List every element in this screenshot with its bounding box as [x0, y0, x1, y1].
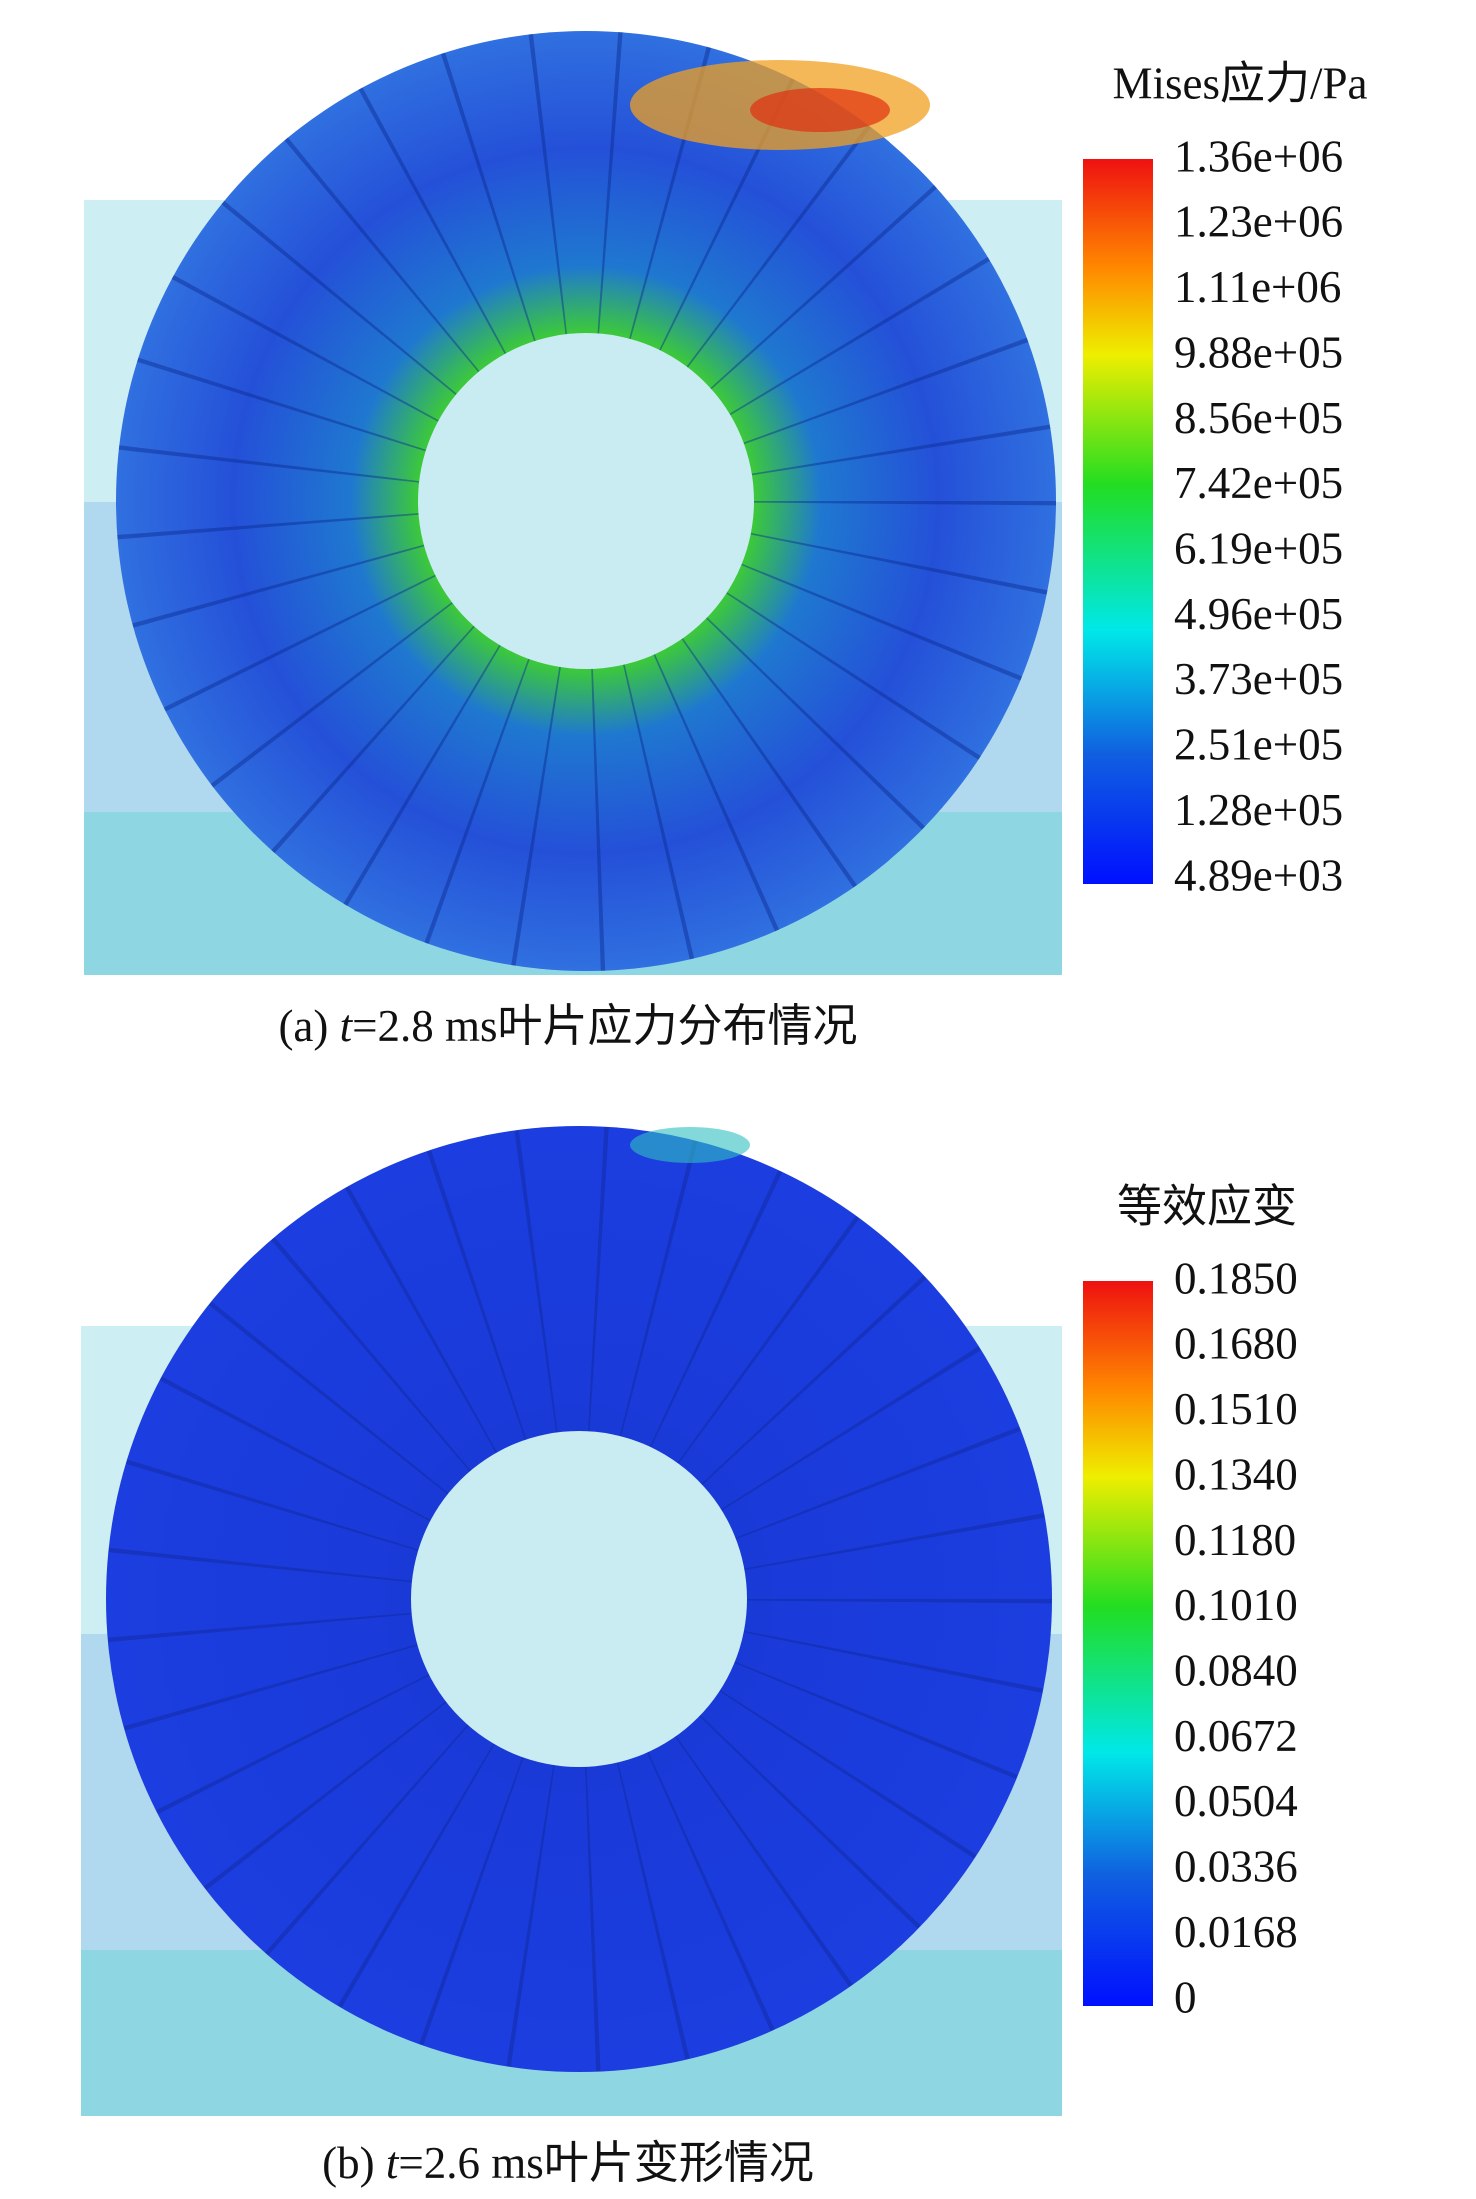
- caption-label: (b): [322, 2138, 386, 2188]
- colorbar-label: 7.42e+05: [1174, 458, 1343, 508]
- caption-italic: t: [340, 1001, 354, 1051]
- caption: (b) t=2.6 ms叶片变形情况: [322, 2138, 814, 2188]
- colorbar-label: 6.19e+05: [1174, 524, 1343, 574]
- colorbar-label: 8.56e+05: [1174, 393, 1343, 443]
- colorbar-label: 1.23e+06: [1174, 197, 1343, 247]
- colorbar-label: 4.96e+05: [1174, 589, 1343, 639]
- legend-title: 等效应变: [1117, 1181, 1297, 1231]
- colorbar-label: 0: [1174, 1972, 1197, 2022]
- hub-hole: [418, 333, 754, 669]
- colorbar-label: 0.0840: [1174, 1646, 1298, 1696]
- colorbar-label: 0.0168: [1174, 1907, 1298, 1957]
- colorbar-label: 0.0672: [1174, 1711, 1298, 1761]
- caption: (a) t=2.8 ms叶片应力分布情况: [278, 1001, 857, 1051]
- colorbar-label: 0.1340: [1174, 1449, 1298, 1499]
- colorbar-labels: 1.36e+06 1.23e+06 1.11e+06 9.88e+05 8.56e+05…: [1174, 131, 1343, 900]
- hot-spot: [750, 88, 890, 132]
- colorbar-label: 0.1680: [1174, 1319, 1298, 1369]
- colorbar-label: 1.36e+06: [1174, 131, 1343, 181]
- colorbar-label: 2.51e+05: [1174, 720, 1343, 770]
- hot-spot: [630, 1127, 750, 1163]
- colorbar-label: 3.73e+05: [1174, 654, 1343, 704]
- colorbar-label: 1.11e+06: [1174, 262, 1341, 312]
- colorbar: [1083, 159, 1153, 884]
- hub-hole: [411, 1431, 747, 1767]
- colorbar-label: 0.0504: [1174, 1776, 1298, 1826]
- colorbar-label: 4.89e+03: [1174, 850, 1343, 900]
- colorbar-label: 0.0336: [1174, 1842, 1298, 1892]
- colorbar-label: 1.28e+05: [1174, 785, 1343, 835]
- blade-edges: [106, 1126, 1052, 2072]
- caption-italic: t: [386, 2138, 400, 2188]
- legend-title: Mises应力/Pa: [1112, 58, 1367, 108]
- blade-edges: [116, 31, 1056, 971]
- caption-text: =2.8 ms叶片应力分布情况: [352, 1001, 857, 1051]
- colorbar-label: 0.1180: [1174, 1515, 1296, 1565]
- caption-text: =2.6 ms叶片变形情况: [398, 2138, 813, 2188]
- colorbar-labels: 0.1850 0.1680 0.1510 0.1340 0.1180 0.1010 0.08…: [1174, 1253, 1298, 2022]
- colorbar-label: 0.1850: [1174, 1253, 1298, 1303]
- caption-label: (a): [278, 1001, 339, 1051]
- colorbar: [1083, 1281, 1153, 2006]
- colorbar-label: 0.1010: [1174, 1580, 1298, 1630]
- colorbar-label: 9.88e+05: [1174, 327, 1343, 377]
- colorbar-label: 0.1510: [1174, 1384, 1298, 1434]
